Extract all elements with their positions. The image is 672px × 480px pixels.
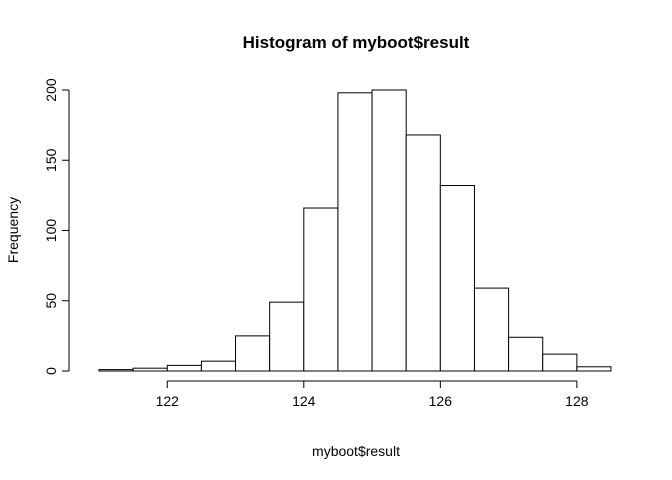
x-axis: 122 124 126 128	[156, 380, 589, 409]
y-tick-label: 150	[43, 148, 59, 172]
histogram-bar	[542, 353, 578, 372]
y-axis-label: Frequency	[5, 197, 21, 263]
y-axis: 0 50 100 150 200	[43, 78, 70, 375]
histogram-bar	[337, 92, 373, 372]
y-tick-label: 50	[43, 293, 59, 309]
chart-title: Histogram of myboot$result	[243, 33, 470, 52]
histogram-bar	[132, 367, 168, 372]
bars-group	[98, 89, 612, 372]
histogram-bar	[371, 89, 407, 372]
x-tick-label: 124	[292, 393, 316, 409]
histogram-bar	[473, 287, 510, 372]
x-tick-label: 122	[156, 393, 180, 409]
y-tick-label: 100	[43, 219, 59, 243]
x-axis-label: myboot$result	[312, 443, 400, 459]
histogram-bar	[235, 335, 271, 372]
histogram-bar	[576, 366, 612, 372]
histogram-bar	[166, 364, 202, 372]
histogram-bar	[439, 185, 475, 372]
histogram-bar	[200, 360, 237, 372]
histogram-bar	[269, 301, 305, 372]
y-tick-label: 0	[43, 367, 59, 375]
histogram-bar	[405, 134, 441, 372]
y-tick-label: 200	[43, 78, 59, 102]
histogram-bar	[98, 369, 134, 372]
x-tick-label: 128	[565, 393, 589, 409]
x-tick-label: 126	[429, 393, 453, 409]
histogram-bar	[508, 336, 544, 372]
histogram-bar	[303, 207, 339, 372]
